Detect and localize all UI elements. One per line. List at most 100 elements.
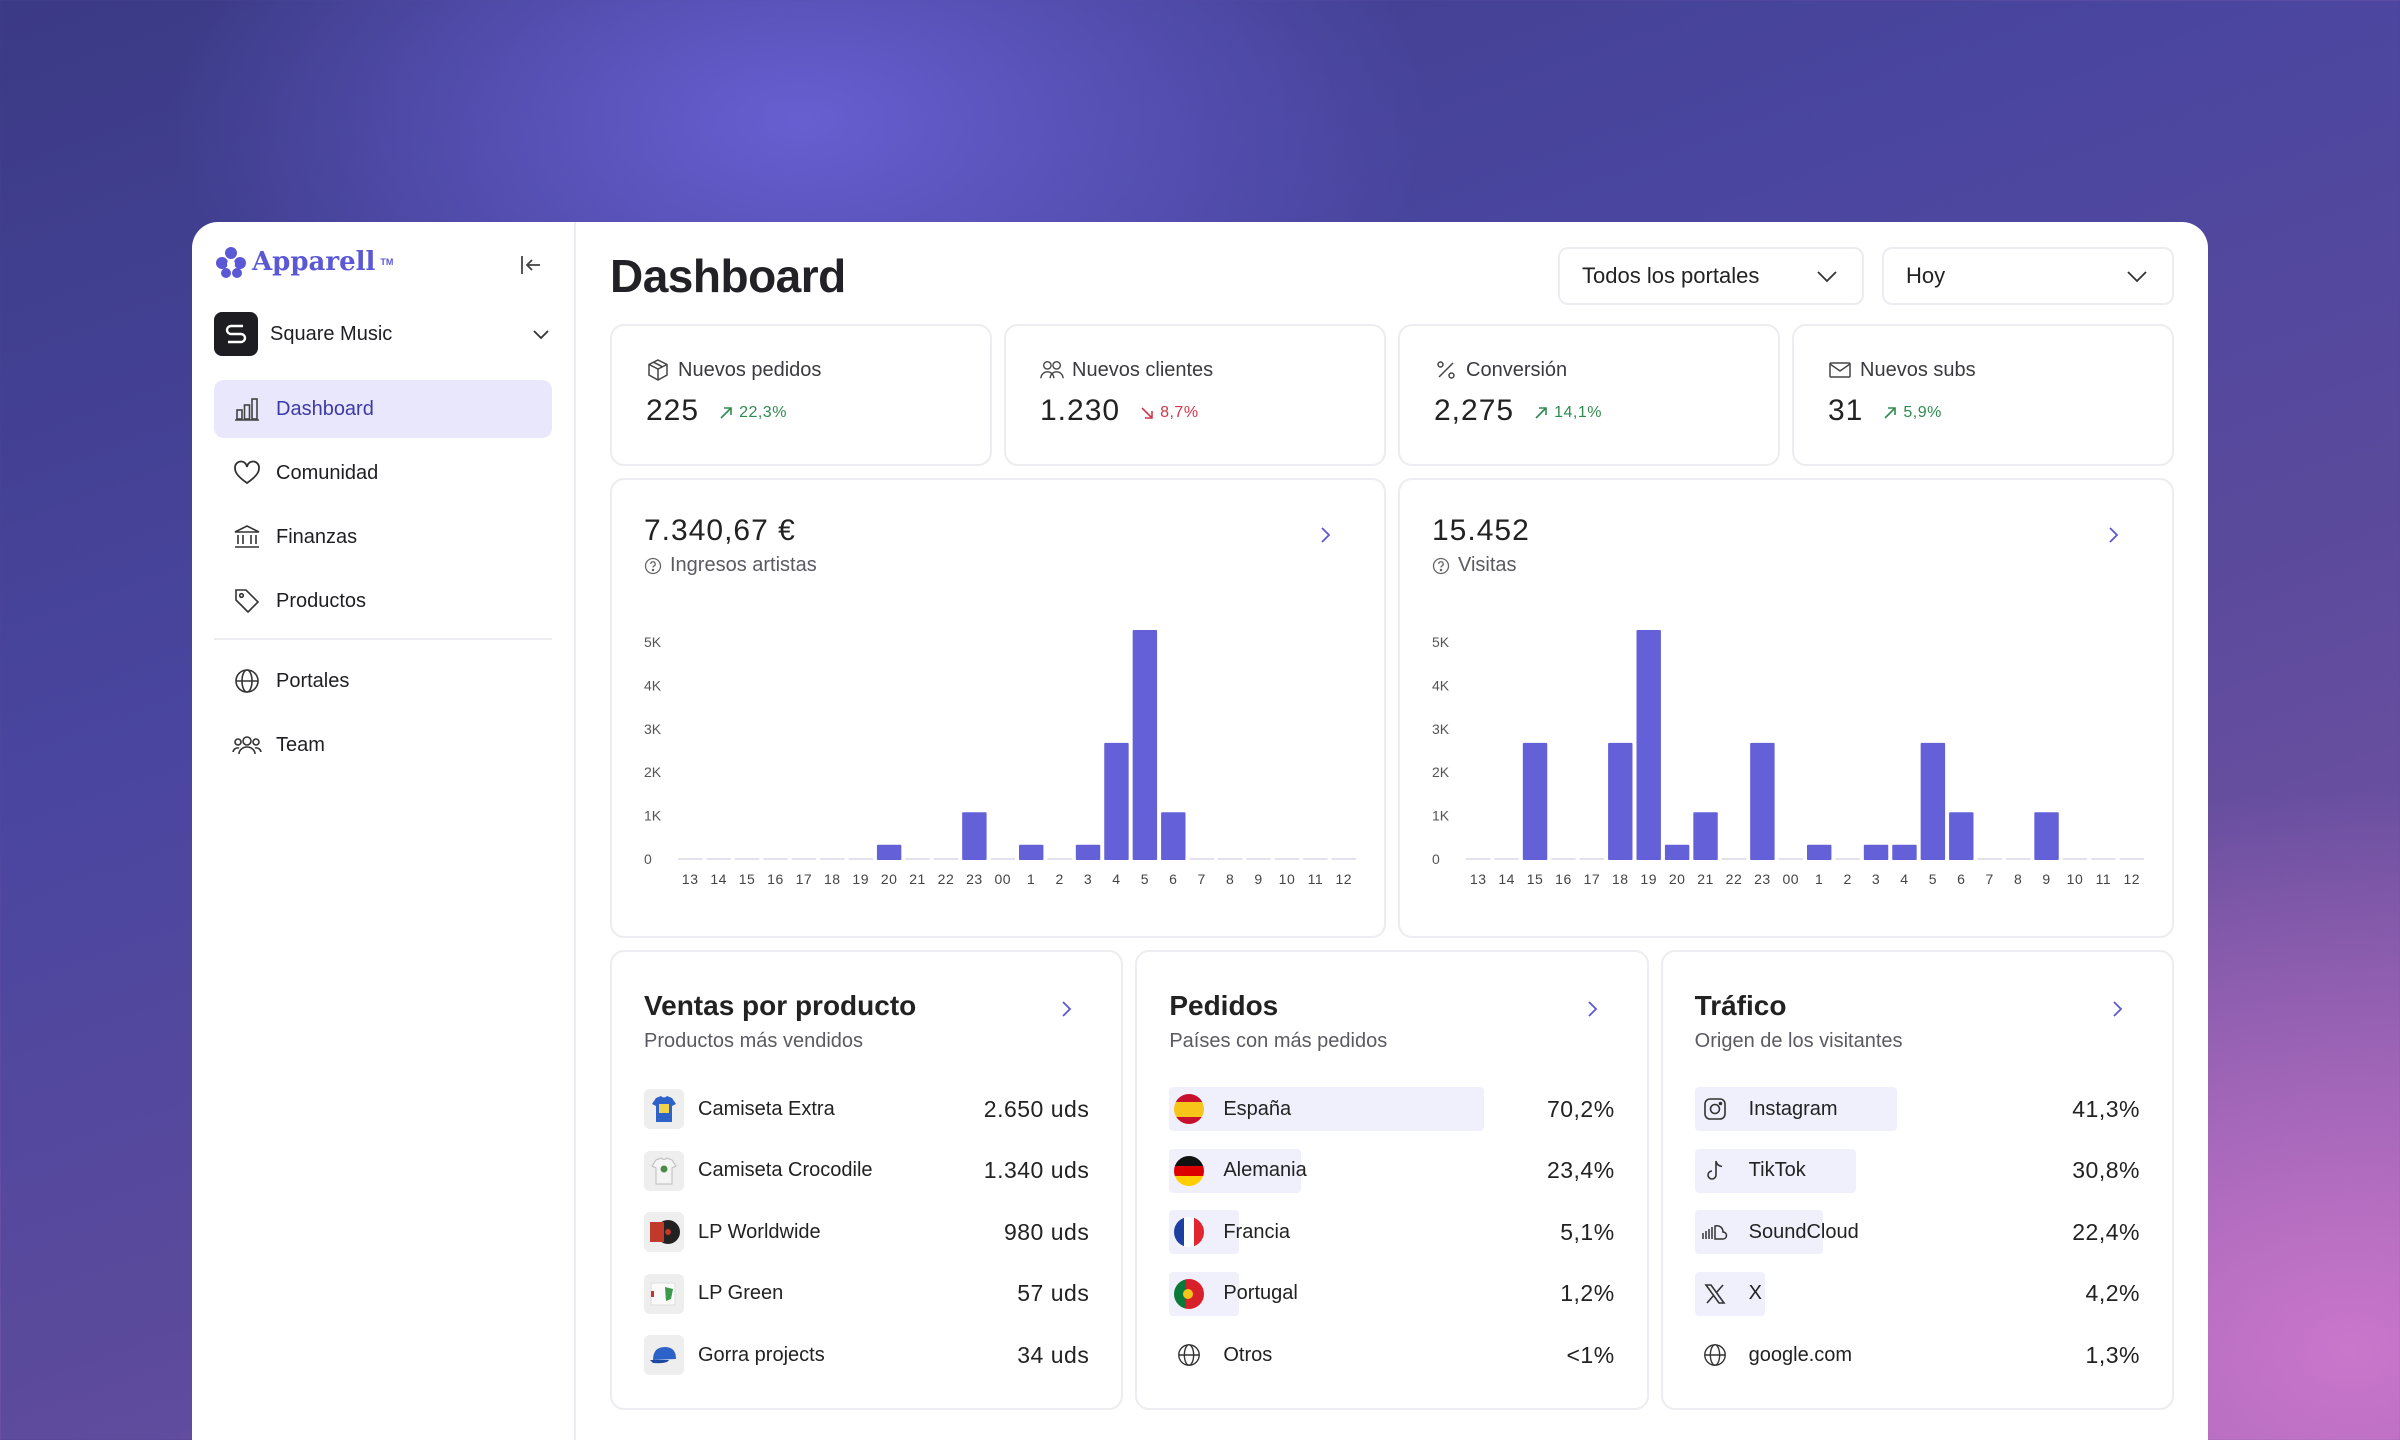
product-row[interactable]: LP Worldwide 980 uds [644, 1210, 1089, 1254]
y-tick-label: 4K [1432, 677, 1450, 693]
kpi-card-nuevos-clientes[interactable]: Nuevos clientes 1.230 8,7% [1004, 324, 1386, 466]
open-traffic-button[interactable] [2102, 994, 2132, 1024]
date-range-select[interactable]: Hoy [1882, 247, 2174, 305]
bar-baseline [1977, 858, 2002, 860]
open-chart-button[interactable] [2098, 520, 2128, 550]
bar-chart-icon [232, 394, 262, 424]
chart-bar[interactable] [1949, 812, 1974, 860]
country-row[interactable]: Otros <1% [1169, 1333, 1614, 1377]
country-share: <1% [1566, 1341, 1615, 1368]
portugal-flag-icon [1169, 1274, 1209, 1314]
globe-icon [1695, 1335, 1735, 1375]
chart-bar[interactable] [1522, 742, 1548, 860]
arrow-up-right-icon [720, 407, 732, 419]
product-row[interactable]: LP Green 57 uds [644, 1272, 1089, 1316]
country-row[interactable]: Alemania 23,4% [1169, 1148, 1614, 1193]
page-title: Dashboard [610, 250, 846, 302]
bar-baseline [763, 858, 788, 860]
y-tick-label: 1K [1432, 808, 1450, 824]
bar-baseline [1246, 858, 1271, 860]
brand-flower-icon [216, 247, 246, 278]
chart-bar[interactable] [1693, 812, 1718, 860]
x-tick-label: 12 [1336, 871, 1353, 887]
france-flag-icon [1169, 1212, 1209, 1252]
open-chart-button[interactable] [1310, 520, 1340, 550]
chart-bar[interactable] [1664, 844, 1690, 860]
bar-baseline [1274, 858, 1300, 860]
x-tick-label: 19 [1640, 871, 1657, 887]
traffic-row[interactable]: google.com 1,3% [1695, 1333, 2140, 1377]
help-circle-icon[interactable] [644, 557, 662, 575]
product-row[interactable]: Camiseta Crocodile 1.340 uds [644, 1149, 1089, 1193]
chart-bar[interactable] [1161, 812, 1186, 860]
sidebar-item-team[interactable]: Team [214, 716, 552, 774]
open-products-button[interactable] [1051, 994, 1081, 1024]
brand-logo[interactable]: Apparell TM [214, 242, 552, 282]
sidebar-item-label: Team [276, 733, 325, 756]
chart-bar[interactable] [1019, 844, 1044, 860]
product-row[interactable]: Gorra projects 34 uds [644, 1333, 1089, 1377]
collapse-sidebar-button[interactable] [516, 250, 546, 280]
chart-bar[interactable] [876, 844, 902, 860]
chart-bar[interactable] [1863, 844, 1889, 860]
sidebar-divider [214, 638, 552, 640]
bar-baseline [1047, 858, 1072, 860]
bar-baseline [791, 858, 817, 860]
sidebar-item-portales[interactable]: Portales [214, 652, 552, 710]
kpi-delta: 8,7% [1140, 404, 1198, 422]
bar-baseline [848, 858, 873, 860]
country-name: Otros [1223, 1343, 1273, 1366]
chevron-right-icon [2113, 1001, 2123, 1017]
portal-select[interactable]: Todos los portales [1558, 247, 1864, 305]
traffic-row[interactable]: Instagram 41,3% [1694, 1087, 2140, 1131]
traffic-row[interactable]: SoundCloud 22,4% [1694, 1210, 2140, 1254]
y-tick-label: 5K [644, 634, 662, 650]
x-tick-label: 16 [1555, 871, 1572, 887]
kpi-card-nuevos-subs[interactable]: Nuevos subs 31 5,9% [1792, 324, 2174, 466]
kpi-delta-value: 22,3% [739, 404, 787, 421]
product-thumbnail-vinyl [644, 1273, 684, 1314]
product-units: 980 uds [1003, 1218, 1090, 1245]
country-share: 5,1% [1560, 1218, 1615, 1245]
traffic-share: 22,4% [2072, 1218, 2140, 1245]
chart-bar[interactable] [1104, 742, 1129, 860]
x-tick-label: 7 [1986, 871, 1994, 887]
traffic-row[interactable]: TikTok 30,8% [1694, 1148, 2140, 1193]
sidebar-item-dashboard[interactable]: Dashboard [214, 380, 552, 438]
traffic-share: 41,3% [2072, 1095, 2140, 1122]
country-row[interactable]: España 70,2% [1169, 1087, 1614, 1131]
chart-bar[interactable] [1636, 630, 1661, 860]
x-tick-label: 8 [1226, 871, 1234, 887]
chart-bar[interactable] [2034, 812, 2059, 860]
help-circle-icon[interactable] [1432, 557, 1450, 575]
kpi-card-nuevos-pedidos[interactable]: Nuevos pedidos 225 22,3% [610, 324, 992, 466]
open-orders-button[interactable] [1577, 994, 1607, 1024]
bar-baseline [905, 858, 930, 860]
share-bar [1694, 1148, 1856, 1193]
country-row[interactable]: Portugal 1,2% [1169, 1271, 1614, 1316]
chart-bar[interactable] [1075, 844, 1101, 860]
x-tick-label: 23 [1754, 871, 1771, 887]
kpi-card-conversion[interactable]: Conversión 2,275 14,1% [1398, 324, 1780, 466]
sidebar-item-comunidad[interactable]: Comunidad [214, 444, 552, 502]
country-row[interactable]: Francia 5,1% [1169, 1210, 1614, 1254]
x-tick-label: 22 [1726, 871, 1743, 887]
traffic-row[interactable]: X 4,2% [1694, 1271, 2140, 1316]
chart-bar[interactable] [1608, 742, 1633, 860]
chart-bar[interactable] [1132, 630, 1158, 860]
sidebar-item-finanzas[interactable]: Finanzas [214, 508, 552, 566]
card-ventas-por-producto: Ventas por producto Productos más vendid… [610, 950, 1124, 1410]
chart-bar[interactable] [1920, 742, 1946, 860]
chart-bar[interactable] [1807, 844, 1832, 860]
chart-bar[interactable] [962, 812, 987, 860]
sidebar-nav: Dashboard Comunidad Finanzas Productos [214, 380, 552, 774]
product-name: LP Worldwide [698, 1220, 821, 1243]
card-pedidos: Pedidos Países con más pedidos España 70… [1135, 950, 1649, 1410]
chart-bar[interactable] [1750, 742, 1775, 860]
chart-bar[interactable] [1892, 844, 1917, 860]
x-tick-label: 15 [1527, 871, 1544, 887]
account-switcher[interactable]: Square Music [214, 310, 552, 358]
product-row[interactable]: Camiseta Extra 2.650 uds [644, 1087, 1089, 1131]
sidebar-item-productos[interactable]: Productos [214, 572, 552, 630]
